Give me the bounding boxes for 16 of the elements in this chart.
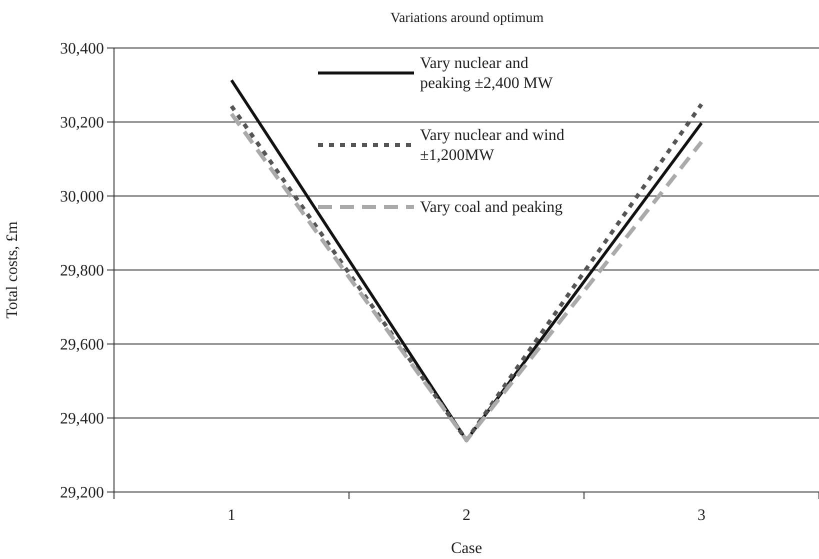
legend-label: Vary nuclear and peaking ±2,400 MW: [420, 55, 554, 92]
x-axis-title: Case: [450, 540, 482, 557]
y-tick-label: 30,200: [60, 114, 104, 132]
y-tick-label: 29,800: [60, 262, 104, 280]
legend-label: Vary coal and peaking: [420, 199, 563, 216]
y-axis-title: Total costs, £m: [4, 220, 21, 319]
x-tick-label: 3: [698, 507, 706, 524]
y-tick-label: 29,600: [60, 336, 104, 354]
legend-label: Vary nuclear and wind ±1,200MW: [420, 127, 564, 164]
x-tick-label: 2: [462, 507, 470, 524]
x-tick-label: 1: [228, 507, 236, 524]
y-tick-label: 30,400: [60, 40, 104, 58]
y-tick-label: 30,000: [60, 188, 104, 206]
chart-title: Variations around optimum: [390, 11, 544, 26]
y-tick-label: 29,400: [60, 410, 104, 428]
y-tick-label: 29,200: [60, 484, 104, 502]
